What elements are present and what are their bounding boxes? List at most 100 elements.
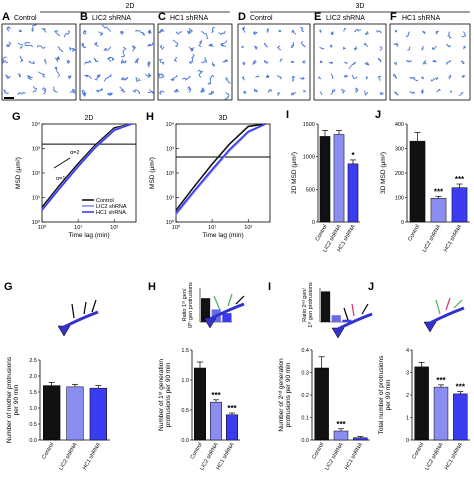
- x-tick-label: 10¹: [208, 225, 216, 231]
- x-category-label: LIC2 shRNA: [424, 442, 445, 472]
- y-tick-label: 3: [406, 371, 409, 377]
- bar: [451, 187, 468, 223]
- bar: [43, 385, 61, 441]
- cell-track: [458, 91, 464, 96]
- cell-track: [174, 56, 178, 63]
- panel-letter-i: I: [286, 109, 289, 121]
- cell-track: [188, 46, 195, 52]
- neuron-soma: [423, 321, 437, 333]
- cell-track: [3, 89, 9, 95]
- cell-track: [330, 31, 335, 36]
- panel-letter-e: E: [314, 11, 321, 23]
- neuron-dendrite: [209, 302, 245, 321]
- x-category-label: Control: [41, 442, 55, 460]
- panel-title: HC1 shRNA: [170, 15, 208, 22]
- panel-letter-i: I: [268, 281, 271, 293]
- cell-track: [290, 60, 295, 64]
- cell-track: [253, 30, 258, 36]
- bar: [414, 366, 429, 441]
- cell-track: [253, 88, 258, 93]
- cell-track: [319, 46, 324, 50]
- cell-track: [5, 74, 12, 80]
- inset-y-label: Ratio 1ˢᵗ gen/: [181, 288, 188, 321]
- cell-track: [449, 90, 453, 93]
- bar: [193, 367, 207, 441]
- cell-track: [53, 86, 58, 93]
- cell-track: [392, 73, 398, 80]
- bar-chart-3: G 0.0 0.5 1.0 1.5 2.0 2.5 Number of mother prot…: [4, 281, 110, 471]
- y-tick-label: 0.3: [301, 371, 309, 377]
- neuron-branch: [91, 299, 97, 313]
- cell-track: [28, 60, 35, 65]
- cell-track: [96, 88, 104, 93]
- cell-track: [83, 74, 93, 79]
- cell-track: [201, 31, 209, 40]
- x-category-label: LIC2 shRNA: [324, 442, 345, 472]
- x-category-label: HC1 shRNA: [443, 224, 463, 253]
- cell-track: [43, 59, 47, 65]
- bar: [353, 437, 368, 441]
- cell-track: [462, 45, 466, 50]
- neuron-branch: [351, 303, 355, 317]
- cell-track: [134, 57, 140, 65]
- cell-track: [460, 31, 467, 38]
- cell-track: [18, 29, 23, 33]
- y-tick-label: 1: [406, 416, 409, 422]
- cell-track: [159, 44, 165, 51]
- cell-track: [186, 27, 193, 35]
- y-tick-label: 100: [395, 196, 404, 202]
- neuron-dendrite: [63, 310, 99, 329]
- cell-track: [461, 74, 465, 78]
- panel-letter-j: J: [375, 109, 381, 121]
- cell-track: [364, 61, 370, 66]
- cell-track: [290, 29, 297, 35]
- panel-letter-g: G: [4, 281, 13, 293]
- cell-track: [255, 75, 260, 78]
- bar: [89, 387, 107, 441]
- y-tick-label: 0.2: [301, 393, 309, 399]
- significance-marker: ***: [436, 376, 446, 385]
- bar: [347, 163, 359, 223]
- y-tick-label: 0.5: [181, 408, 189, 414]
- cell-track: [364, 31, 370, 36]
- cell-track: [420, 88, 424, 95]
- y-tick-label: 2.0: [29, 374, 37, 380]
- panel-title: Control: [14, 15, 37, 22]
- neuron-dendrite: [429, 306, 465, 325]
- neuron-sketch: [331, 303, 373, 339]
- x-category-label: HC1 shRNA: [82, 442, 102, 471]
- y-tick-label: 10¹: [166, 196, 174, 202]
- cell-track: [225, 77, 231, 84]
- cell-track: [54, 56, 60, 63]
- cell-track: [436, 88, 442, 93]
- cell-track: [379, 91, 384, 96]
- inset-bar: [342, 319, 352, 322]
- alpha-2-line: [53, 157, 71, 169]
- alpha-2-label: α=2: [70, 150, 79, 156]
- y-tick-label: 400: [395, 122, 404, 128]
- y-tick-label: 10³: [32, 147, 40, 153]
- y-tick-label: 300: [395, 147, 404, 153]
- cell-track: [208, 43, 214, 48]
- y-axis-label: Number of 2ⁿᵈ generation: [278, 358, 285, 432]
- cell-track: [147, 42, 154, 47]
- cell-track: [17, 73, 21, 78]
- control-curve: [175, 123, 266, 211]
- significance-marker: ***: [227, 404, 237, 413]
- neuron-branch: [435, 299, 441, 315]
- cell-track: [69, 88, 76, 94]
- y-tick-label: 10⁴: [166, 121, 175, 128]
- cell-track: [460, 60, 465, 65]
- cell-track: [330, 89, 336, 96]
- cell-track: [363, 42, 369, 48]
- y-tick-label: 1.0: [29, 406, 37, 412]
- cell-track: [405, 59, 413, 63]
- cell-track: [319, 60, 323, 64]
- inset-bar: [331, 315, 341, 322]
- y-tick-label: 0: [406, 438, 409, 444]
- cell-track: [290, 92, 297, 96]
- neuron-dendrite: [337, 312, 373, 331]
- cell-track: [32, 85, 37, 93]
- cell-track: [446, 43, 451, 48]
